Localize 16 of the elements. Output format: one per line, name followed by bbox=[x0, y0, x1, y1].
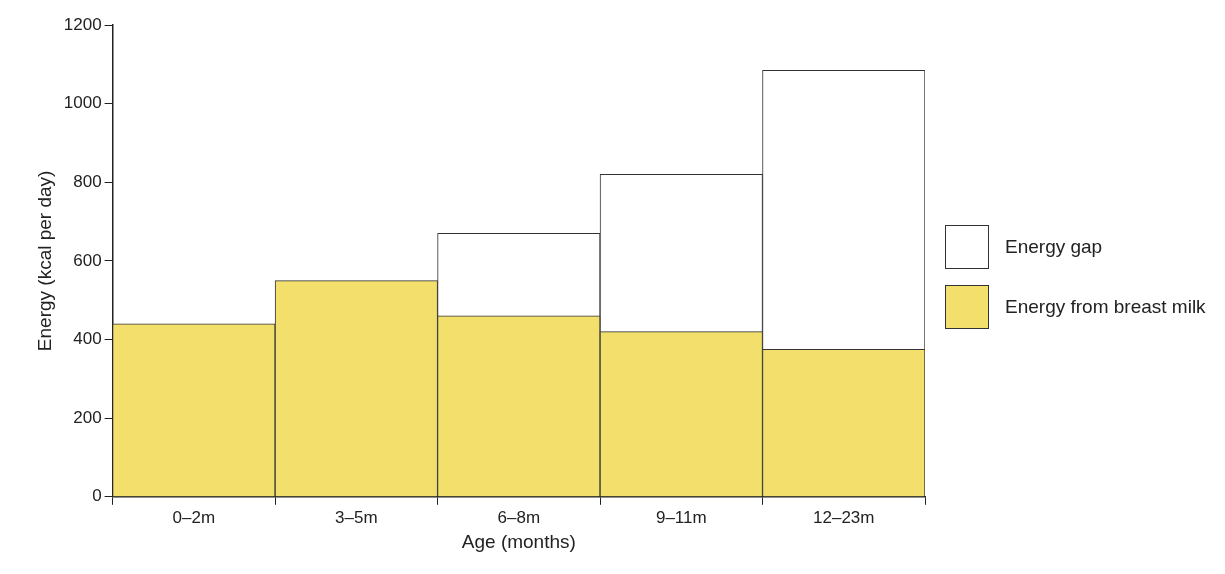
y-tick-label: 600 bbox=[73, 250, 102, 270]
y-tick-label: 1000 bbox=[63, 93, 102, 113]
y-tick-label: 1200 bbox=[63, 14, 102, 34]
text: Energy gap bbox=[1005, 236, 1103, 258]
x-tick-label: 12–23m bbox=[813, 507, 875, 527]
x-tick-label: 6–8m bbox=[497, 507, 541, 527]
y-tick-label: 200 bbox=[73, 407, 102, 427]
x-tick-label: 0–2m bbox=[172, 507, 216, 527]
legend-label: Energy from breast milk bbox=[1005, 296, 1206, 318]
x-tick-label: 9–11m bbox=[655, 507, 707, 527]
x-axis-title: Age (months) bbox=[461, 530, 576, 552]
y-tick-label: 0 bbox=[92, 486, 102, 506]
y-tick-label: 400 bbox=[73, 329, 102, 349]
y-tick-label: 800 bbox=[73, 171, 102, 191]
y-axis-title: Energy (kcal per day) bbox=[33, 170, 55, 352]
x-tick-label: 3–5m bbox=[335, 507, 378, 527]
